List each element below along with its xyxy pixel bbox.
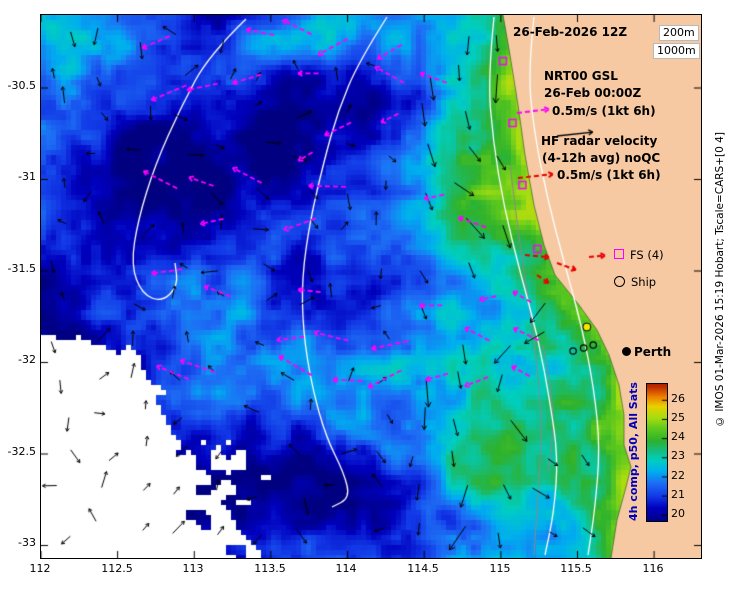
fs-legend-square-icon <box>614 249 624 259</box>
contour-label-1000m: 1000m <box>653 43 700 60</box>
x-tick-label: 113 <box>182 562 204 575</box>
perth-city-dot-icon <box>622 347 631 356</box>
legend-ship-label: Ship <box>631 275 657 289</box>
legend-hf-title: HF radar velocity <box>541 134 658 148</box>
x-tick-label: 116 <box>642 562 664 575</box>
x-tick-label: 114.5 <box>407 562 439 575</box>
x-tick-label: 113.5 <box>254 562 286 575</box>
colorbar <box>646 383 668 522</box>
colorbar-tick-label: 26 <box>671 392 685 405</box>
colorbar-tick-label: 20 <box>671 507 685 520</box>
perth-city-label: Perth <box>634 345 672 359</box>
ship-legend-circle-icon <box>614 276 625 287</box>
colorbar-tick-label: 25 <box>671 411 685 424</box>
legend-hf-scale: 0.5m/s (1kt 6h) <box>557 168 661 182</box>
timestamp-label: 26-Feb-2026 12Z <box>513 25 628 39</box>
x-tick-label: 112.5 <box>101 562 133 575</box>
x-tick-label: 115.5 <box>560 562 592 575</box>
y-tick-label: -32 <box>18 353 36 366</box>
colorbar-label: 4h comp, p50, All Sats <box>627 382 640 521</box>
map-plot: 26-Feb-2026 12Z 200m 1000m NRT00 GSL 26-… <box>40 14 702 559</box>
y-tick-label: -31.5 <box>7 262 36 275</box>
y-tick-label: -31 <box>18 170 36 183</box>
legend-fs-label: FS (4) <box>630 248 664 262</box>
colorbar-tick-label: 23 <box>671 449 685 462</box>
y-tick-label: -33 <box>18 536 36 549</box>
x-tick-label: 114 <box>335 562 357 575</box>
colorbar-tick-label: 24 <box>671 430 685 443</box>
legend-gsl-title: NRT00 GSL <box>544 69 618 83</box>
legend-gsl-time: 26-Feb 00:00Z <box>544 86 642 100</box>
x-tick-label: 115 <box>489 562 511 575</box>
legend-hf-subtitle: (4-12h avg) noQC <box>542 151 661 165</box>
colorbar-tick-label: 22 <box>671 469 685 482</box>
y-tick-label: -30.5 <box>7 79 36 92</box>
contour-label-200m: 200m <box>659 25 699 42</box>
y-tick-label: -32.5 <box>7 445 36 458</box>
colorbar-tick-label: 21 <box>671 488 685 501</box>
sst-field-canvas <box>41 15 701 558</box>
credit-line: © IMOS 01-Mar-2026 15:19 Hobart; Tscale=… <box>714 132 726 428</box>
x-tick-label: 112 <box>29 562 51 575</box>
legend-gsl-scale: 0.5m/s (1kt 6h) <box>552 104 656 118</box>
